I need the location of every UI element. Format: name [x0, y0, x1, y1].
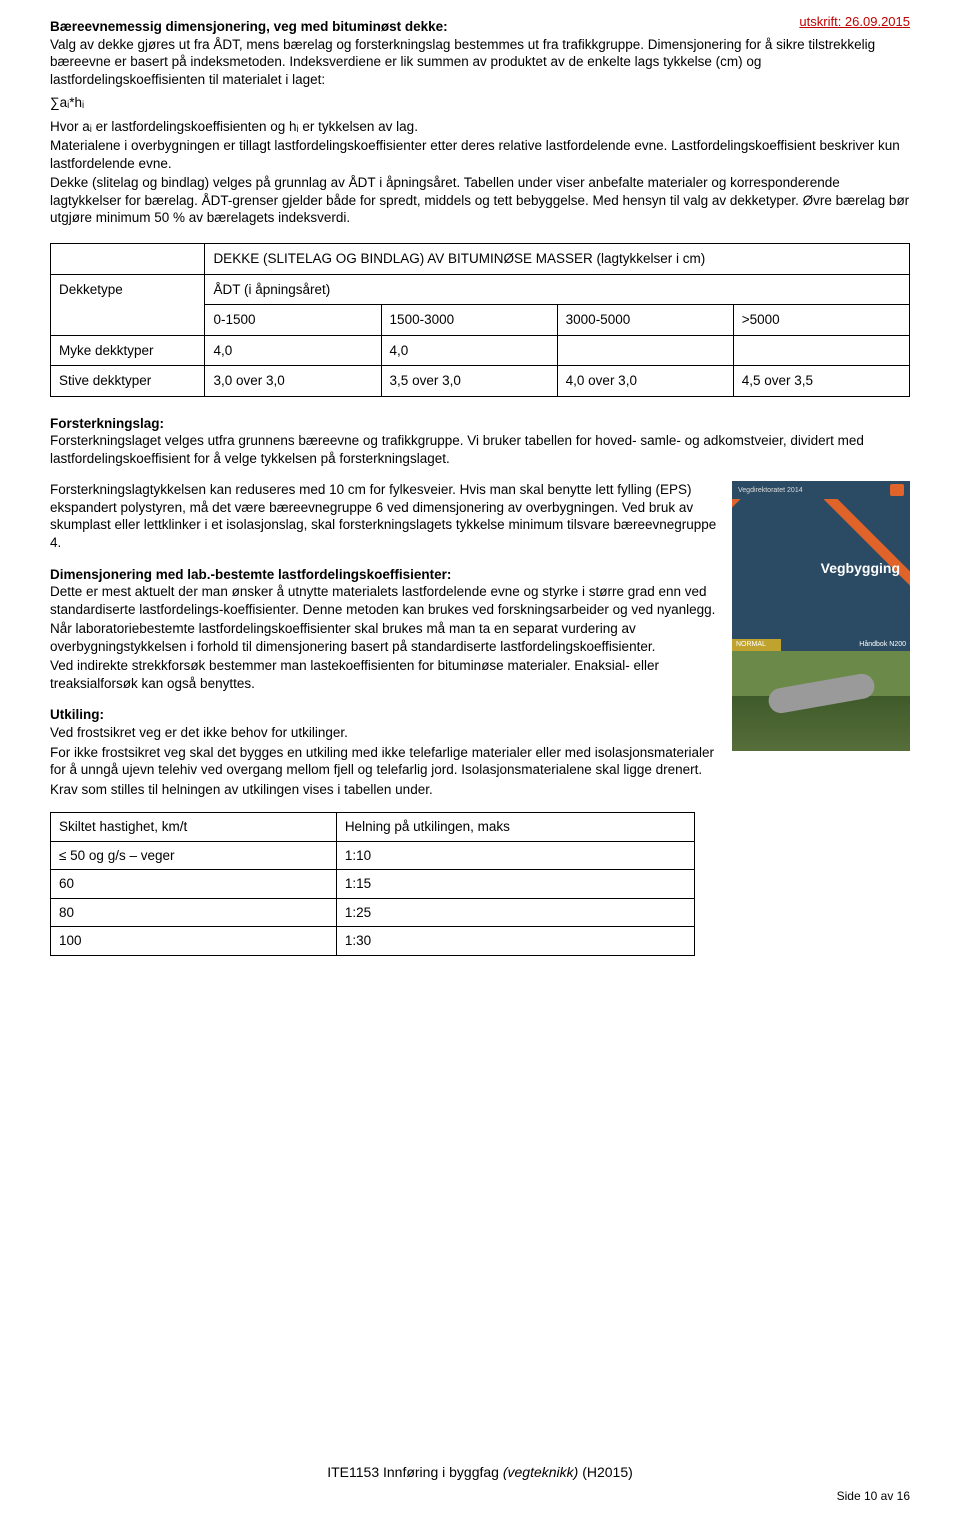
cover-mid: Vegbygging [732, 499, 910, 639]
cover-stripe: NORMAL Håndbok N200 [732, 639, 910, 651]
statens-vegvesen-logo-icon [890, 484, 904, 496]
table-row: 100 1:30 [51, 927, 695, 956]
row-label-myke: Myke dekktyper [51, 335, 205, 366]
table-row: Myke dekktyper 4,0 4,0 [51, 335, 910, 366]
handbook-cover-image: Vegdirektoratet 2014 Vegbygging NORMAL H… [732, 481, 910, 751]
cell: 4,0 [205, 335, 381, 366]
heading-utkiling: Utkiling: [50, 707, 104, 722]
col-helning: Helning på utkilingen, maks [336, 813, 694, 842]
para-lab-3: Ved indirekte strekkforsøk bestemmer man… [50, 657, 718, 692]
para-where: Hvor aᵢ er lastfordelingskoeffisienten o… [50, 118, 910, 136]
cover-tag-normal: NORMAL [732, 639, 781, 651]
page-number: Side 10 av 16 [837, 1489, 910, 1505]
cover-road-shape-icon [766, 672, 876, 715]
col-gt5000: >5000 [733, 305, 909, 336]
cell: 3,0 over 3,0 [205, 366, 381, 397]
table-row: Skiltet hastighet, km/t Helning på utkil… [51, 813, 695, 842]
table-row: DEKKE (SLITELAG OG BINDLAG) AV BITUMINØS… [51, 244, 910, 275]
table-row: 80 1:25 [51, 898, 695, 927]
row-header-dekketype: Dekketype [51, 274, 205, 335]
para-utkiling-2: For ikke frostsikret veg skal det bygges… [50, 744, 718, 779]
cell: 100 [51, 927, 337, 956]
cover-topbar: Vegdirektoratet 2014 [732, 481, 910, 499]
section-forsterkning: Forsterkningslag: Forsterkningslaget vel… [50, 415, 910, 468]
text-column: Forsterkningslagtykkelsen kan reduseres … [50, 481, 718, 800]
cover-topbar-text: Vegdirektoratet 2014 [738, 486, 803, 495]
sub-header-adt: ÅDT (i åpningsåret) [205, 274, 910, 305]
footer-course-italic: (vegteknikk) [503, 1464, 578, 1480]
cover-title: Vegbygging [821, 559, 900, 577]
cell [733, 335, 909, 366]
para-forsterkning-2: Forsterkningslagtykkelsen kan reduseres … [50, 481, 718, 551]
col-0-1500: 0-1500 [205, 305, 381, 336]
row-label-stive: Stive dekktyper [51, 366, 205, 397]
table-dekke: DEKKE (SLITELAG OG BINDLAG) AV BITUMINØS… [50, 243, 910, 397]
footer-course-code: ITE1153 Innføring i byggfag [327, 1464, 503, 1480]
col-3000-5000: 3000-5000 [557, 305, 733, 336]
heading-lab: Dimensjonering med lab.-bestemte lastfor… [50, 567, 451, 582]
cell: 1:30 [336, 927, 694, 956]
cell: 4,0 over 3,0 [557, 366, 733, 397]
cell: ≤ 50 og g/s – veger [51, 841, 337, 870]
para-materials: Materialene i overbygningen er tillagt l… [50, 137, 910, 172]
table-row: Stive dekktyper 3,0 over 3,0 3,5 over 3,… [51, 366, 910, 397]
section-baereevne: Bæreevnemessig dimensjonering, veg med b… [50, 18, 910, 227]
table-utkiling: Skiltet hastighet, km/t Helning på utkil… [50, 812, 695, 956]
table-row: Dekketype ÅDT (i åpningsåret) [51, 274, 910, 305]
para-dekke: Dekke (slitelag og bindlag) velges på gr… [50, 174, 910, 227]
para-lab-1: Dette er mest aktuelt der man ønsker å u… [50, 583, 718, 618]
table-row: ≤ 50 og g/s – veger 1:10 [51, 841, 695, 870]
heading-forsterkning: Forsterkningslag: [50, 416, 164, 431]
cell: 1:10 [336, 841, 694, 870]
para-intro: Valg av dekke gjøres ut fra ÅDT, mens bæ… [50, 36, 910, 89]
cell: 60 [51, 870, 337, 899]
print-timestamp: utskrift: 26.09.2015 [799, 14, 910, 31]
two-column-block: Forsterkningslagtykkelsen kan reduseres … [50, 481, 910, 800]
para-utkiling-3: Krav som stilles til helningen av utkili… [50, 781, 718, 799]
table-row: 60 1:15 [51, 870, 695, 899]
cell: 4,0 [381, 335, 557, 366]
para-utkiling-1: Ved frostsikret veg er det ikke behov fo… [50, 724, 718, 742]
cell: 1:25 [336, 898, 694, 927]
page-footer: ITE1153 Innføring i byggfag (vegteknikk)… [0, 1463, 960, 1481]
footer-term: (H2015) [578, 1464, 632, 1480]
cover-tag-handbook: Håndbok N200 [781, 639, 911, 651]
table-caption: DEKKE (SLITELAG OG BINDLAG) AV BITUMINØS… [205, 244, 910, 275]
formula-sum: ∑aᵢ*hᵢ [50, 94, 910, 112]
cell: 80 [51, 898, 337, 927]
cell: 4,5 over 3,5 [733, 366, 909, 397]
cell: 3,5 over 3,0 [381, 366, 557, 397]
cover-aerial-photo [732, 651, 910, 751]
cell [557, 335, 733, 366]
para-lab-2: Når laboratoriebestemte lastfordelingsko… [50, 620, 718, 655]
col-hastighet: Skiltet hastighet, km/t [51, 813, 337, 842]
col-1500-3000: 1500-3000 [381, 305, 557, 336]
para-forsterkning-1: Forsterkningslaget velges utfra grunnens… [50, 432, 910, 467]
cell: 1:15 [336, 870, 694, 899]
heading-baereevne: Bæreevnemessig dimensjonering, veg med b… [50, 19, 448, 34]
